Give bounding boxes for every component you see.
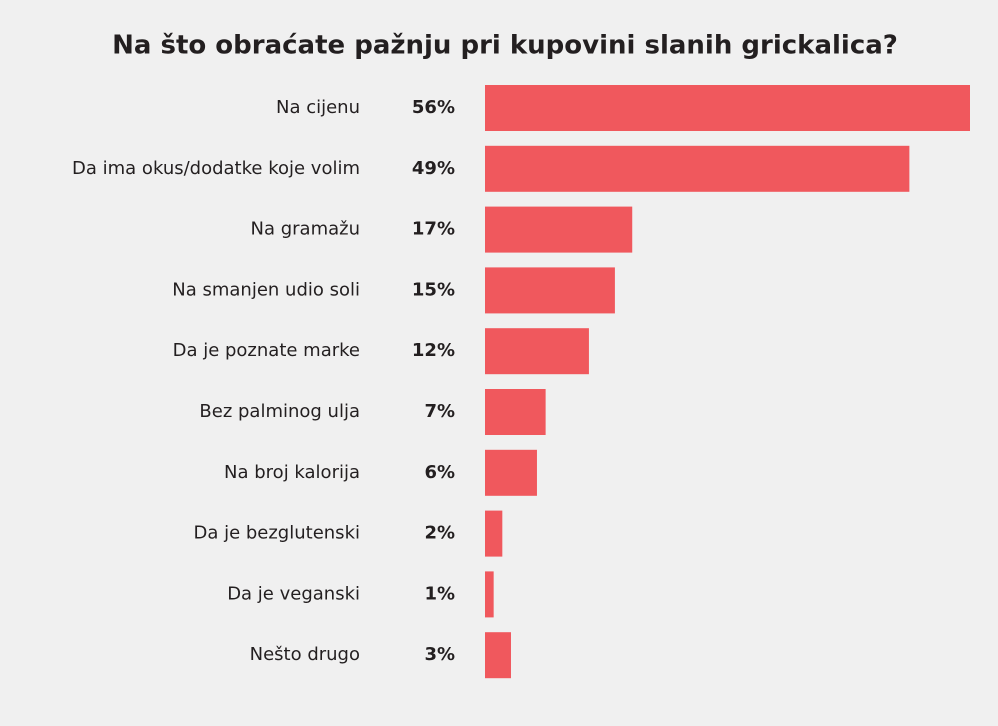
bar	[485, 632, 511, 679]
value-label: 2%	[424, 523, 455, 544]
value-label: 56%	[412, 97, 455, 118]
category-label: Na smanjen udio soli	[172, 279, 360, 300]
value-label: 49%	[412, 158, 455, 179]
bar	[485, 145, 910, 192]
category-label: Nešto drugo	[250, 644, 360, 665]
value-label: 7%	[424, 401, 455, 422]
value-label: 17%	[412, 219, 455, 240]
category-label: Bez palminog ulja	[199, 401, 360, 422]
category-label: Na broj kalorija	[224, 462, 360, 483]
category-label: Na gramažu	[251, 219, 361, 240]
category-label: Da je bezglutenski	[193, 523, 360, 544]
bar	[485, 267, 615, 314]
bar	[485, 389, 546, 435]
value-label: 15%	[412, 279, 455, 300]
category-label: Da je veganski	[227, 583, 360, 604]
value-label: 12%	[412, 340, 455, 361]
bar	[485, 571, 494, 618]
category-label: Da ima okus/dodatke koje volim	[72, 158, 360, 179]
bar	[485, 510, 503, 557]
value-label: 1%	[424, 583, 455, 604]
value-label: 6%	[424, 462, 455, 483]
bar	[485, 85, 970, 131]
bar	[485, 328, 589, 375]
bar	[485, 206, 633, 253]
bar	[485, 449, 537, 496]
chart-title: Na što obraćate pažnju pri kupovini slan…	[112, 31, 898, 61]
category-label: Na cijenu	[276, 97, 360, 118]
value-label: 3%	[424, 644, 455, 665]
category-label: Da je poznate marke	[173, 340, 360, 361]
